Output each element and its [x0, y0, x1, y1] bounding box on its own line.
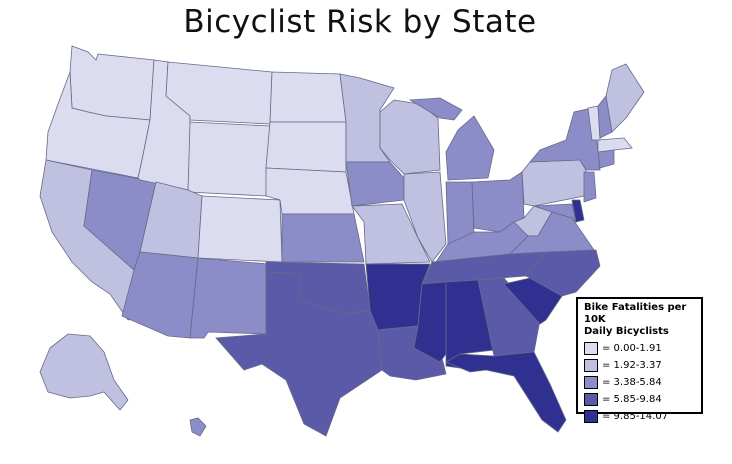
state-IA [345, 161, 405, 207]
state-AK [39, 333, 129, 411]
legend-swatch [584, 410, 598, 423]
map-title: Bicyclist Risk by State [183, 4, 537, 40]
legend-item: = 0.00-1.91 [584, 342, 695, 355]
legend-title-line1: Bike Fatalities per 10K [584, 302, 687, 325]
state-WY [187, 121, 271, 197]
legend-label: = 3.38-5.84 [602, 377, 662, 388]
state-KS [281, 213, 365, 263]
legend: Bike Fatalities per 10K Daily Bicyclists… [576, 297, 703, 423]
state-GA [477, 277, 541, 357]
legend-label: = 1.92-3.37 [602, 360, 662, 371]
legend-swatch [584, 376, 598, 389]
state-PA [521, 159, 587, 207]
legend-item: = 1.92-3.37 [584, 359, 695, 372]
state-MI [408, 97, 495, 181]
legend-swatch [584, 342, 598, 355]
state-WA [69, 45, 155, 121]
state-DE [571, 199, 585, 223]
state-CT [597, 149, 615, 169]
legend-swatch [584, 393, 598, 406]
state-MA [597, 137, 633, 153]
legend-item: = 3.38-5.84 [584, 376, 695, 389]
state-MD [533, 203, 577, 224]
legend-item: = 9.85-14.07 [584, 410, 695, 423]
legend-label: = 5.85-9.84 [602, 394, 662, 405]
legend-label: = 0.00-1.91 [602, 343, 662, 354]
state-NM [189, 257, 269, 339]
state-VT [587, 105, 601, 141]
state-TX [215, 271, 383, 437]
state-ND [269, 71, 347, 123]
legend-swatch [584, 359, 598, 372]
state-NJ [583, 171, 597, 203]
state-SC [503, 277, 563, 325]
legend-label: = 9.85-14.07 [602, 411, 669, 422]
legend-title-line2: Daily Bicyclists [584, 326, 669, 337]
state-CO [197, 195, 283, 263]
state-SD [265, 121, 347, 173]
legend-item: = 5.85-9.84 [584, 393, 695, 406]
state-ME [605, 63, 645, 133]
state-HI [189, 417, 207, 437]
state-MO [351, 203, 431, 265]
state-FL [445, 351, 567, 433]
